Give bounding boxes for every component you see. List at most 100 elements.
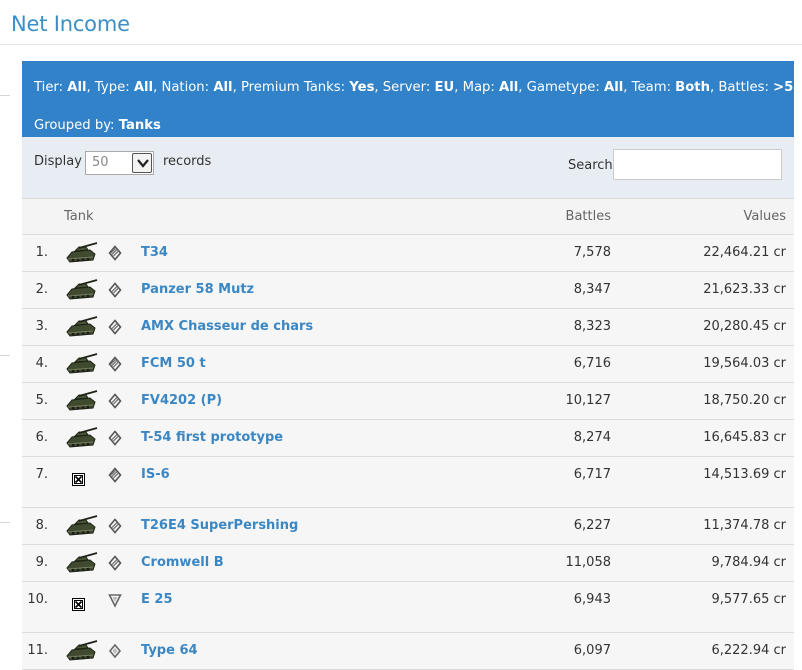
battles-count: 6,716 [573,356,611,371]
tank-image [64,389,98,413]
medium-tank-icon [108,319,122,335]
table-header: Tank Battles Values [22,199,794,235]
medium-tank-icon [108,282,122,298]
net-income-value: 18,750.20 cr [703,393,786,408]
broken-image-icon [72,473,85,486]
battles-count: 8,323 [573,319,611,334]
row-rank: 5. [35,393,48,408]
title-divider [0,44,802,45]
column-header-tank[interactable]: Tank [64,209,94,224]
medium-tank-icon [108,555,122,571]
battles-count: 11,058 [565,555,612,570]
row-rank: 1. [35,245,48,260]
column-header-battles[interactable]: Battles [565,209,611,224]
filter-label: , Map: [454,80,500,95]
grouped-by-line: Grouped by: Tanks [34,107,782,145]
row-rank: 11. [27,643,48,658]
side-divider [0,95,10,96]
row-rank: 3. [35,319,48,334]
tank-image [64,514,98,538]
filter-label: , Battles: [709,80,774,95]
table-controls: Display 50 records Search: [22,137,794,199]
grouped-by-value: Tanks [118,118,161,133]
filter-value: All [67,80,87,95]
net-income-value: 11,374.78 cr [703,518,786,533]
filter-label: , Nation: [153,80,214,95]
medium-tank-icon [108,393,122,409]
filter-label: , Server: [374,80,435,95]
filter-value: All [604,80,624,95]
table-row: 5. FV4202 (P) 10,127 18,750.20 cr [22,383,794,420]
heavy-tank-icon [108,245,122,261]
row-rank: 6. [35,430,48,445]
filter-value: EU [434,80,455,95]
tank-name-link[interactable]: Panzer 58 Mutz [141,282,255,297]
battles-count: 6,097 [573,643,611,658]
records-per-page-select[interactable]: 50 [85,151,154,175]
table-row: 2. Panzer 58 Mutz 8,347 21,623.33 cr [22,272,794,309]
search-input[interactable] [613,149,782,180]
battles-count: 7,578 [573,245,611,260]
table-row: 10. E 25 6,943 9,577.65 cr [22,582,794,633]
row-rank: 9. [35,555,48,570]
tank-name-link[interactable]: T34 [141,245,168,260]
tank-name-link[interactable]: E 25 [141,592,173,607]
tank-image [64,426,98,450]
row-rank: 2. [35,282,48,297]
tank-name-link[interactable]: T-54 first prototype [141,430,284,445]
table-row: 4. FCM 50 t 6,716 19,564.03 cr [22,346,794,383]
filter-value: Both [675,80,710,95]
heavy-tank-icon [108,467,122,483]
filter-summary-bar: Tier: All, Type: All, Nation: All, Premi… [22,61,802,137]
filter-label: , Team: [623,80,676,95]
grouped-by-label: Grouped by: [34,118,119,133]
filter-value: All [213,80,233,95]
records-per-page-value: 50 [92,155,109,170]
side-divider [0,355,10,356]
filter-value: Yes [349,80,375,95]
tank-name-link[interactable]: Cromwell B [141,555,224,570]
net-income-value: 9,784.94 cr [711,555,786,570]
filter-label: Tier: [34,80,68,95]
battles-count: 6,717 [573,467,611,482]
dropdown-arrow-icon[interactable] [132,153,152,173]
filter-value: >5000 [773,80,802,95]
medium-tank-icon [108,430,122,446]
table-row: 9. Cromwell B 11,058 9,784.94 cr [22,545,794,582]
heavy-tank-icon [108,356,122,372]
net-income-panel: Tier: All, Type: All, Nation: All, Premi… [22,61,802,670]
row-rank: 7. [35,467,48,482]
search-label: Search: [568,158,618,173]
filter-label: , Premium Tanks: [232,80,350,95]
column-header-values[interactable]: Values [743,209,786,224]
medium-tank-icon [108,518,122,534]
filter-summary-line: Tier: All, Type: All, Nation: All, Premi… [34,69,802,107]
tank-name-link[interactable]: AMX Chasseur de chars [141,319,314,334]
battles-count: 6,227 [573,518,611,533]
filter-value: All [133,80,154,95]
table-row: 7. IS-6 6,717 14,513.69 cr [22,457,794,508]
net-income-value: 14,513.69 cr [703,467,786,482]
tank-image [64,241,98,265]
table-row: 3. AMX Chasseur de chars 8,323 20,280.45 cr [22,309,794,346]
battles-count: 6,943 [573,592,611,607]
net-income-value: 19,564.03 cr [703,356,786,371]
row-rank: 10. [27,592,48,607]
battles-count: 10,127 [565,393,612,408]
tank-name-link[interactable]: Type 64 [141,643,198,658]
table-row: 8. T26E4 SuperPershing 6,227 11,374.78 cr [22,508,794,545]
table-row: 11. Type 64 6,097 6,222.94 cr [22,633,794,670]
battles-count: 8,274 [573,430,611,445]
net-income-value: 20,280.45 cr [703,319,786,334]
side-divider [0,522,10,523]
tank-image [64,352,98,376]
net-income-value: 9,577.65 cr [711,592,786,607]
tank-image [64,551,98,575]
tank-name-link[interactable]: IS-6 [141,467,170,482]
tank-name-link[interactable]: FCM 50 t [141,356,206,371]
net-income-value: 6,222.94 cr [711,643,786,658]
tank-name-link[interactable]: FV4202 (P) [141,393,223,408]
tank-name-link[interactable]: T26E4 SuperPershing [141,518,299,533]
filter-value: All [499,80,519,95]
tank-destroyer-icon [108,592,122,608]
